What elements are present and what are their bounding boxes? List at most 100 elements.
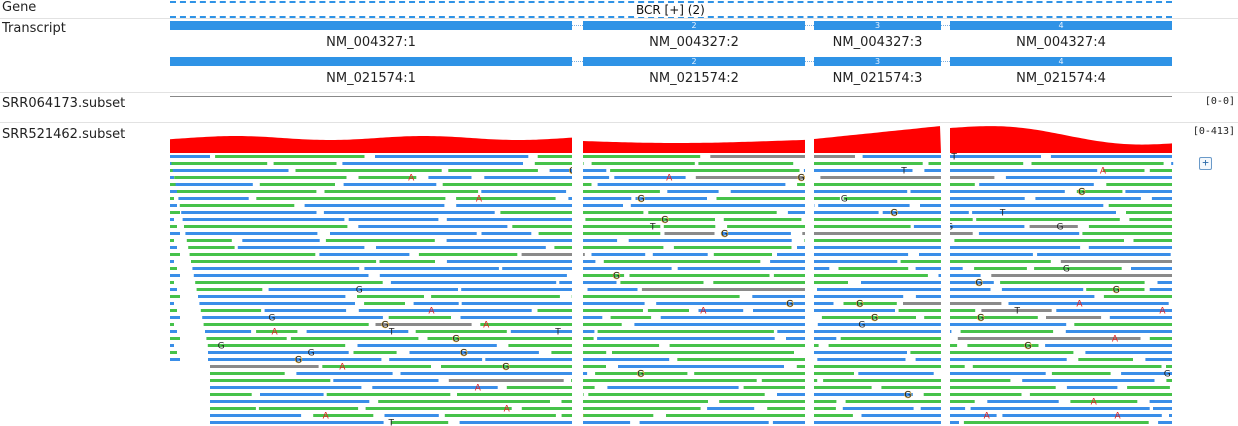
- read[interactable]: [1109, 316, 1172, 319]
- sample-label-1[interactable]: SRR064173.subset: [2, 96, 126, 111]
- exon-bar[interactable]: [950, 57, 1172, 66]
- read[interactable]: [384, 414, 439, 417]
- read[interactable]: [571, 379, 757, 382]
- read[interactable]: [1050, 155, 1172, 158]
- read[interactable]: [974, 267, 1027, 270]
- read[interactable]: [512, 225, 661, 228]
- read[interactable]: [446, 218, 575, 221]
- mismatch-base[interactable]: G: [1063, 265, 1070, 275]
- read[interactable]: [170, 211, 180, 214]
- mismatch-base[interactable]: G: [637, 370, 644, 380]
- read[interactable]: [400, 372, 588, 375]
- read[interactable]: [484, 176, 610, 179]
- read[interactable]: [537, 309, 644, 312]
- read[interactable]: [677, 267, 830, 270]
- mismatch-marker[interactable]: [890, 208, 898, 217]
- read[interactable]: [949, 197, 1025, 200]
- mismatch-marker[interactable]: [870, 313, 879, 322]
- read[interactable]: [949, 323, 1067, 326]
- transcript-exon-label[interactable]: NM_021574:3: [832, 71, 923, 86]
- read[interactable]: [461, 302, 645, 305]
- mismatch-marker[interactable]: [294, 355, 303, 364]
- read[interactable]: [1056, 309, 1172, 312]
- mismatch-base[interactable]: T: [388, 419, 395, 426]
- read[interactable]: [534, 162, 584, 165]
- read[interactable]: [629, 274, 770, 277]
- read[interactable]: [538, 232, 661, 235]
- read[interactable]: [506, 386, 595, 389]
- read[interactable]: [652, 253, 708, 256]
- read[interactable]: [777, 330, 952, 333]
- read[interactable]: [571, 295, 740, 298]
- mismatch-base[interactable]: T: [649, 223, 656, 233]
- mismatch-base[interactable]: G: [891, 209, 898, 219]
- read[interactable]: [1060, 260, 1172, 263]
- read[interactable]: [719, 400, 837, 403]
- read[interactable]: [459, 421, 631, 424]
- exon-bar[interactable]: [583, 21, 805, 30]
- read[interactable]: [171, 162, 268, 165]
- read[interactable]: [713, 281, 848, 284]
- mismatch-base[interactable]: T: [950, 153, 957, 163]
- read[interactable]: [1037, 253, 1171, 256]
- read[interactable]: [628, 239, 792, 242]
- mismatch-base[interactable]: T: [388, 328, 395, 338]
- read[interactable]: [181, 211, 317, 214]
- read[interactable]: [193, 274, 369, 277]
- read[interactable]: [773, 274, 928, 277]
- read[interactable]: [978, 232, 1080, 235]
- read[interactable]: [787, 211, 879, 214]
- read[interactable]: [1088, 225, 1172, 228]
- read[interactable]: [772, 421, 959, 424]
- mismatch-base[interactable]: A: [1115, 412, 1122, 422]
- read[interactable]: [1171, 162, 1174, 165]
- read[interactable]: [1086, 288, 1145, 291]
- read[interactable]: [409, 351, 539, 354]
- read[interactable]: [1065, 330, 1172, 333]
- mismatch-base[interactable]: G: [453, 335, 460, 345]
- mismatch-base[interactable]: G: [841, 195, 848, 205]
- read[interactable]: [597, 330, 774, 333]
- read[interactable]: [1145, 358, 1172, 361]
- read[interactable]: [1031, 162, 1164, 165]
- read[interactable]: [330, 232, 477, 235]
- read[interactable]: [207, 344, 346, 347]
- read[interactable]: [446, 260, 596, 263]
- read[interactable]: [203, 323, 369, 326]
- read[interactable]: [1149, 400, 1172, 403]
- read[interactable]: [1000, 281, 1145, 284]
- read[interactable]: [170, 344, 174, 347]
- read[interactable]: [915, 358, 1067, 361]
- read[interactable]: [1035, 197, 1141, 200]
- read[interactable]: [667, 190, 719, 193]
- read[interactable]: [597, 183, 786, 186]
- read[interactable]: [210, 365, 319, 368]
- read[interactable]: [767, 407, 836, 410]
- read[interactable]: [1121, 372, 1172, 375]
- read[interactable]: [673, 246, 792, 249]
- read[interactable]: [797, 183, 975, 186]
- read[interactable]: [184, 225, 348, 228]
- read[interactable]: [196, 288, 263, 291]
- mismatch-base[interactable]: G: [856, 300, 863, 310]
- exon-bar[interactable]: [814, 57, 941, 66]
- read[interactable]: [597, 337, 775, 340]
- read[interactable]: [210, 414, 302, 417]
- read[interactable]: [1166, 365, 1172, 368]
- read[interactable]: [1153, 407, 1172, 410]
- read[interactable]: [845, 400, 975, 403]
- mismatch-marker[interactable]: [1078, 187, 1086, 196]
- read[interactable]: [170, 204, 177, 207]
- read[interactable]: [175, 183, 253, 186]
- mismatch-marker[interactable]: [1024, 341, 1032, 350]
- read[interactable]: [170, 218, 174, 221]
- read[interactable]: [210, 386, 362, 389]
- read[interactable]: [378, 400, 550, 403]
- read[interactable]: [1034, 267, 1122, 270]
- mismatch-base[interactable]: A: [984, 412, 991, 422]
- read[interactable]: [442, 183, 592, 186]
- read[interactable]: [1045, 344, 1172, 347]
- read[interactable]: [170, 295, 180, 298]
- read[interactable]: [576, 190, 660, 193]
- read[interactable]: [1133, 239, 1173, 242]
